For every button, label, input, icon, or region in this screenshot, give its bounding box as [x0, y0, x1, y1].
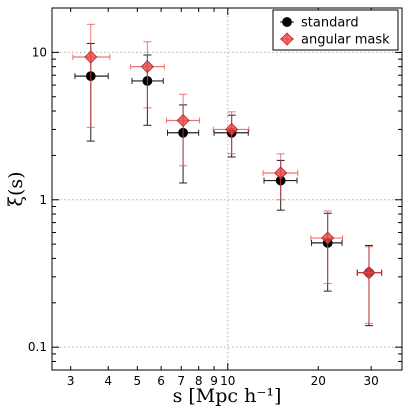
data-point — [130, 41, 165, 109]
plot-frame — [51, 7, 403, 371]
data-marker — [274, 166, 288, 180]
x-tick-label: 10 — [220, 374, 235, 388]
legend-marker — [280, 32, 294, 46]
x-tick-label: 6 — [157, 374, 165, 388]
y-tick-label: 1 — [39, 193, 47, 207]
data-point — [356, 244, 383, 327]
legend-label: angular mask — [301, 33, 390, 48]
series-angular-mask — [72, 23, 383, 324]
data-point — [356, 246, 383, 324]
x-tick-label: 20 — [311, 374, 326, 388]
y-tick-label: 10 — [32, 45, 47, 59]
data-point — [212, 111, 250, 155]
data-marker — [140, 60, 154, 74]
grid-lines — [52, 8, 402, 370]
legend-label: standard — [301, 16, 359, 31]
legend-box — [272, 9, 399, 51]
y-tick-label: 0.1 — [28, 340, 47, 354]
x-tick-label: 7 — [177, 374, 185, 388]
x-tick-label: 4 — [104, 374, 112, 388]
data-point — [72, 23, 111, 128]
data-point — [165, 93, 200, 167]
x-tick-label: 5 — [134, 374, 142, 388]
x-tick-label: 30 — [364, 374, 379, 388]
data-marker — [176, 113, 190, 128]
legend-marker — [282, 17, 292, 27]
data-series — [72, 23, 383, 327]
data-marker — [225, 122, 239, 137]
data-point — [311, 212, 343, 292]
x-tick-label: 9 — [210, 374, 218, 388]
data-point — [310, 210, 344, 285]
data-point — [262, 153, 299, 201]
y-axis-label: ξ(s) — [5, 171, 27, 206]
data-marker — [321, 231, 335, 245]
x-tick-label: 8 — [195, 374, 203, 388]
x-axis-label: s [Mpc h⁻¹] — [173, 385, 282, 407]
x-tick-label: 3 — [67, 374, 75, 388]
legend: standard angular mask — [272, 9, 399, 51]
data-marker — [84, 50, 98, 64]
data-marker — [362, 266, 376, 280]
